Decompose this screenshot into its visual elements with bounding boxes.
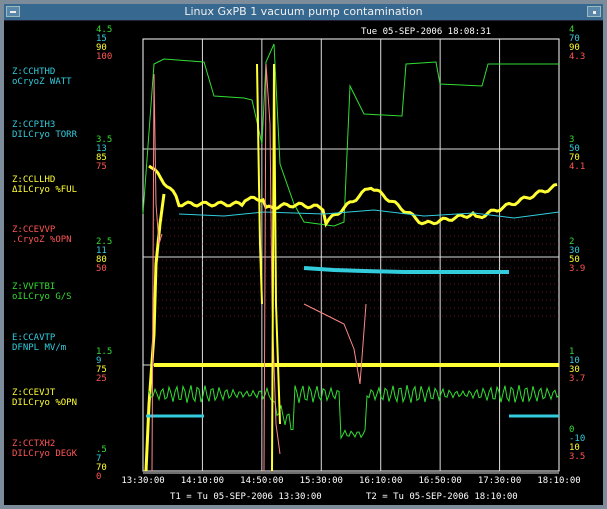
right-scale-value: 50 xyxy=(569,255,580,265)
right-scale-value: 70 xyxy=(569,153,580,163)
left-scale-value: 2.5 xyxy=(96,237,112,247)
right-scale-value: 10 xyxy=(569,356,580,366)
channel-name: Z:CCEVVP xyxy=(12,225,56,235)
trace-red-spike xyxy=(263,63,281,472)
left-scale-value: 85 xyxy=(96,153,107,163)
x-tick-label: 17:30:00 xyxy=(478,476,521,486)
left-scale-value: 25 xyxy=(96,374,107,384)
trace-green-upper xyxy=(142,43,559,227)
channel-name: Z:CCEVJT xyxy=(12,388,56,398)
channel-units: DILCryo %OPN xyxy=(12,398,77,408)
footer-t2: T2 = Tu 05-SEP-2006 18:10:00 xyxy=(366,492,518,502)
window-menu-icon[interactable] xyxy=(6,6,20,17)
channel-name: E:CCAVTP xyxy=(12,333,56,343)
right-scale-value: 30 xyxy=(569,246,580,256)
plot-border xyxy=(142,38,560,472)
channel-name: Z:VVFTBI xyxy=(12,282,55,292)
right-scale-value: 90 xyxy=(569,43,580,53)
right-scale-value: 3.5 xyxy=(569,452,585,462)
trace-yellow-level xyxy=(148,164,558,228)
left-scale-value: 80 xyxy=(96,255,107,265)
trace-yellow-spike xyxy=(256,63,263,305)
left-scale-value: 50 xyxy=(96,264,107,274)
x-tick-label: 16:50:00 xyxy=(418,476,461,486)
left-scale-value: 90 xyxy=(96,43,107,53)
window-title: Linux GxPB 1 vacuum pump contamination xyxy=(184,5,423,18)
left-scale-value: 100 xyxy=(96,52,112,62)
right-scale-value: 3.9 xyxy=(569,264,585,274)
channel-units: oILCryo G/S xyxy=(12,292,72,302)
right-scale-value: 1 xyxy=(569,347,574,357)
left-scale-value: 3.5 xyxy=(96,135,112,145)
timestamp: Tue 05-SEP-2006 18:08:31 xyxy=(361,27,491,37)
x-tick-label: 13:30:00 xyxy=(121,476,164,486)
left-scale-value: 7 xyxy=(96,454,101,464)
left-scale-value: 0 xyxy=(96,472,101,482)
left-scale-value: 4.5 xyxy=(96,25,112,35)
minimize-icon[interactable] xyxy=(587,6,601,17)
channel-units: DILCryo DEGK xyxy=(12,449,78,459)
channel-units: ΔILCryo %FUL xyxy=(12,185,77,195)
trace-red-spike xyxy=(151,73,163,472)
left-scale-value: 15 xyxy=(96,34,107,44)
right-scale-value: 50 xyxy=(569,144,580,154)
left-scale-value: 75 xyxy=(96,162,107,172)
channel-units: DFNPL MV/m xyxy=(12,343,66,353)
right-scale-value: 0 xyxy=(569,425,574,435)
x-tick-label: 18:10:00 xyxy=(537,476,580,486)
x-tick-label: 16:10:00 xyxy=(359,476,402,486)
x-tick-label: 14:50:00 xyxy=(240,476,283,486)
channel-name: Z:CCPIH3 xyxy=(12,120,55,130)
trace-red-decline xyxy=(303,303,367,385)
plot-canvas[interactable]: 13:30:00 14:10:00 14:50:00 15:30:00 16:10:00… xyxy=(4,4,603,505)
left-scale-value: 9 xyxy=(96,356,101,366)
x-tick-label: 15:30:00 xyxy=(300,476,343,486)
left-scale-value: 13 xyxy=(96,144,107,154)
right-scale-value: 70 xyxy=(569,34,580,44)
right-scale-value: 3 xyxy=(569,135,574,145)
trace-green-noisy xyxy=(148,384,560,440)
right-scale-value: 3.7 xyxy=(569,374,585,384)
left-scale-value: 75 xyxy=(96,365,107,375)
channel-units: oCryoZ WATT xyxy=(12,77,72,87)
title-bar[interactable]: Linux GxPB 1 vacuum pump contamination xyxy=(4,4,603,21)
trace-yellow-spike xyxy=(271,63,281,472)
left-scale-value: .5 xyxy=(96,445,107,455)
right-scale-value: 4.1 xyxy=(569,162,585,172)
right-scale-value: 4.3 xyxy=(569,52,585,62)
channel-name: Z:CCTXH2 xyxy=(12,439,55,449)
right-scale-value: 10 xyxy=(569,443,580,453)
channel-name: Z:CCHTHD xyxy=(12,67,55,77)
right-scale-value: 30 xyxy=(569,365,580,375)
footer-t1: T1 = Tu 05-SEP-2006 13:30:00 xyxy=(170,492,322,502)
right-scale-value: 4 xyxy=(569,25,574,35)
left-scale-value: 1.5 xyxy=(96,347,112,357)
left-scale-value: 11 xyxy=(96,246,107,256)
channel-units: DILCryo TORR xyxy=(12,130,78,140)
right-scale-value: 2 xyxy=(569,237,574,247)
channel-units: .CryoZ %OPN xyxy=(12,235,72,245)
channel-name: Z:CCLLHD xyxy=(12,175,55,185)
trace-cyan-flat xyxy=(303,266,509,274)
x-tick-label: 14:10:00 xyxy=(181,476,224,486)
left-scale-value: 70 xyxy=(96,463,107,473)
right-scale-value: -10 xyxy=(569,434,585,444)
trace-cyan-upper xyxy=(178,209,560,219)
